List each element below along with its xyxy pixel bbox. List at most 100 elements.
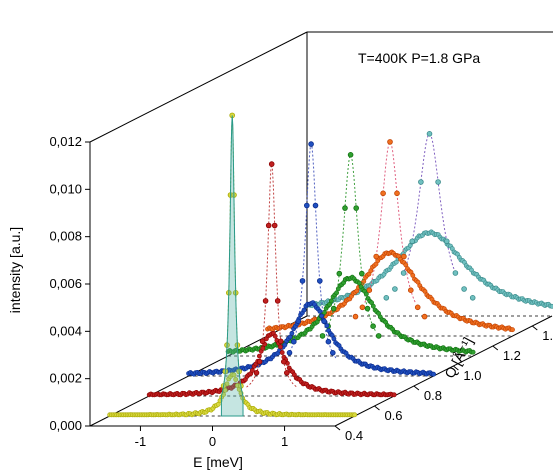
peak-point — [277, 338, 284, 345]
z-tick-label: 1.4 — [542, 328, 553, 343]
peak-line-5 — [403, 133, 456, 272]
series-0 — [107, 112, 358, 418]
peak-point — [280, 358, 287, 365]
series-2 — [186, 141, 436, 377]
annotation: T=400K P=1.8 GPa — [358, 50, 480, 66]
data-point — [334, 290, 339, 296]
peak-point — [253, 369, 260, 376]
data-point — [231, 372, 237, 378]
z-axis-line — [334, 315, 553, 427]
z-tick-label: 1.2 — [503, 348, 521, 363]
peak-point — [274, 298, 281, 304]
peak-point — [329, 349, 336, 356]
peak-point — [370, 323, 376, 330]
y-tick-label: 0,008 — [49, 229, 82, 244]
peak-point — [268, 161, 275, 167]
data-marks — [107, 112, 553, 418]
data-point — [279, 350, 285, 355]
peak-point — [409, 238, 416, 245]
peak-point — [347, 152, 354, 158]
peak-point — [383, 294, 390, 301]
peak-point — [394, 190, 400, 197]
peak-point — [443, 238, 450, 245]
peak-point — [295, 318, 302, 325]
data-point — [370, 303, 376, 309]
peak-point — [262, 298, 269, 304]
peak-point — [392, 286, 398, 292]
peak-point — [366, 287, 373, 294]
z-tick-label: 1.0 — [463, 368, 481, 383]
z-tick — [492, 345, 499, 351]
data-point — [549, 303, 553, 309]
peak-point — [400, 270, 407, 276]
data-point — [282, 342, 288, 348]
data-point — [317, 308, 323, 314]
peak-line-3 — [324, 153, 377, 332]
peak-point — [256, 358, 263, 365]
y-tick-label: 0,002 — [49, 371, 82, 386]
data-point — [319, 313, 324, 319]
z-tick — [453, 365, 459, 371]
data-point — [324, 323, 330, 328]
series-5 — [304, 131, 553, 317]
data-point — [470, 349, 476, 355]
z-tick-label: 0.6 — [384, 408, 402, 423]
peak-point — [290, 338, 297, 345]
peak-point — [299, 278, 306, 284]
series-1 — [146, 161, 397, 398]
peak-point — [364, 305, 371, 312]
peak-point — [358, 270, 365, 277]
peak-point — [359, 304, 366, 311]
y-tick-label: 0,010 — [49, 181, 82, 196]
series-4 — [265, 139, 515, 337]
data-point — [331, 336, 337, 342]
z-tick — [334, 425, 341, 431]
peak-point — [303, 202, 310, 209]
peak-point — [321, 318, 327, 325]
data-point — [403, 262, 409, 268]
y-tick-label: 0,004 — [49, 323, 82, 338]
z-tick-label: 0.4 — [345, 428, 363, 443]
peak-point — [461, 286, 467, 292]
top-edge — [89, 31, 308, 143]
peak-point — [426, 131, 433, 137]
data-point — [272, 333, 278, 339]
peak-point — [452, 270, 459, 276]
peak-point — [312, 202, 319, 209]
peak-point — [407, 287, 414, 294]
data-point — [256, 353, 262, 359]
data-point — [328, 298, 334, 304]
data-point — [260, 345, 266, 351]
z-tick-label: 0.8 — [424, 388, 442, 403]
peak-point — [401, 253, 407, 260]
box-frame — [89, 31, 553, 427]
peak-point — [353, 205, 360, 211]
x-axis-title: E [meV] — [193, 454, 243, 470]
z-tick — [531, 325, 538, 331]
y-tick-label: 0,006 — [49, 276, 82, 291]
data-point — [289, 330, 295, 336]
peak-point — [469, 294, 476, 301]
data-point — [356, 280, 362, 286]
peak-point — [286, 349, 293, 356]
peak-point — [387, 139, 393, 145]
peak-point — [352, 313, 359, 320]
peak-point — [283, 369, 290, 376]
peak-point — [342, 205, 348, 211]
y-tick-label: 0,000 — [49, 418, 82, 433]
peak-point — [375, 333, 382, 339]
peak-point — [373, 253, 380, 260]
resolution-function — [220, 115, 244, 417]
peak-point — [265, 222, 272, 229]
data-point — [249, 367, 255, 373]
y-tick-label: 0,012 — [49, 134, 82, 149]
data-point — [233, 377, 239, 382]
z-tick — [413, 385, 420, 391]
z-tick — [374, 405, 380, 411]
data-point — [352, 412, 358, 418]
data-point — [431, 371, 436, 377]
peak-point — [308, 141, 314, 147]
peak-point — [319, 333, 326, 339]
peak-point — [325, 338, 332, 345]
data-point — [301, 307, 307, 313]
